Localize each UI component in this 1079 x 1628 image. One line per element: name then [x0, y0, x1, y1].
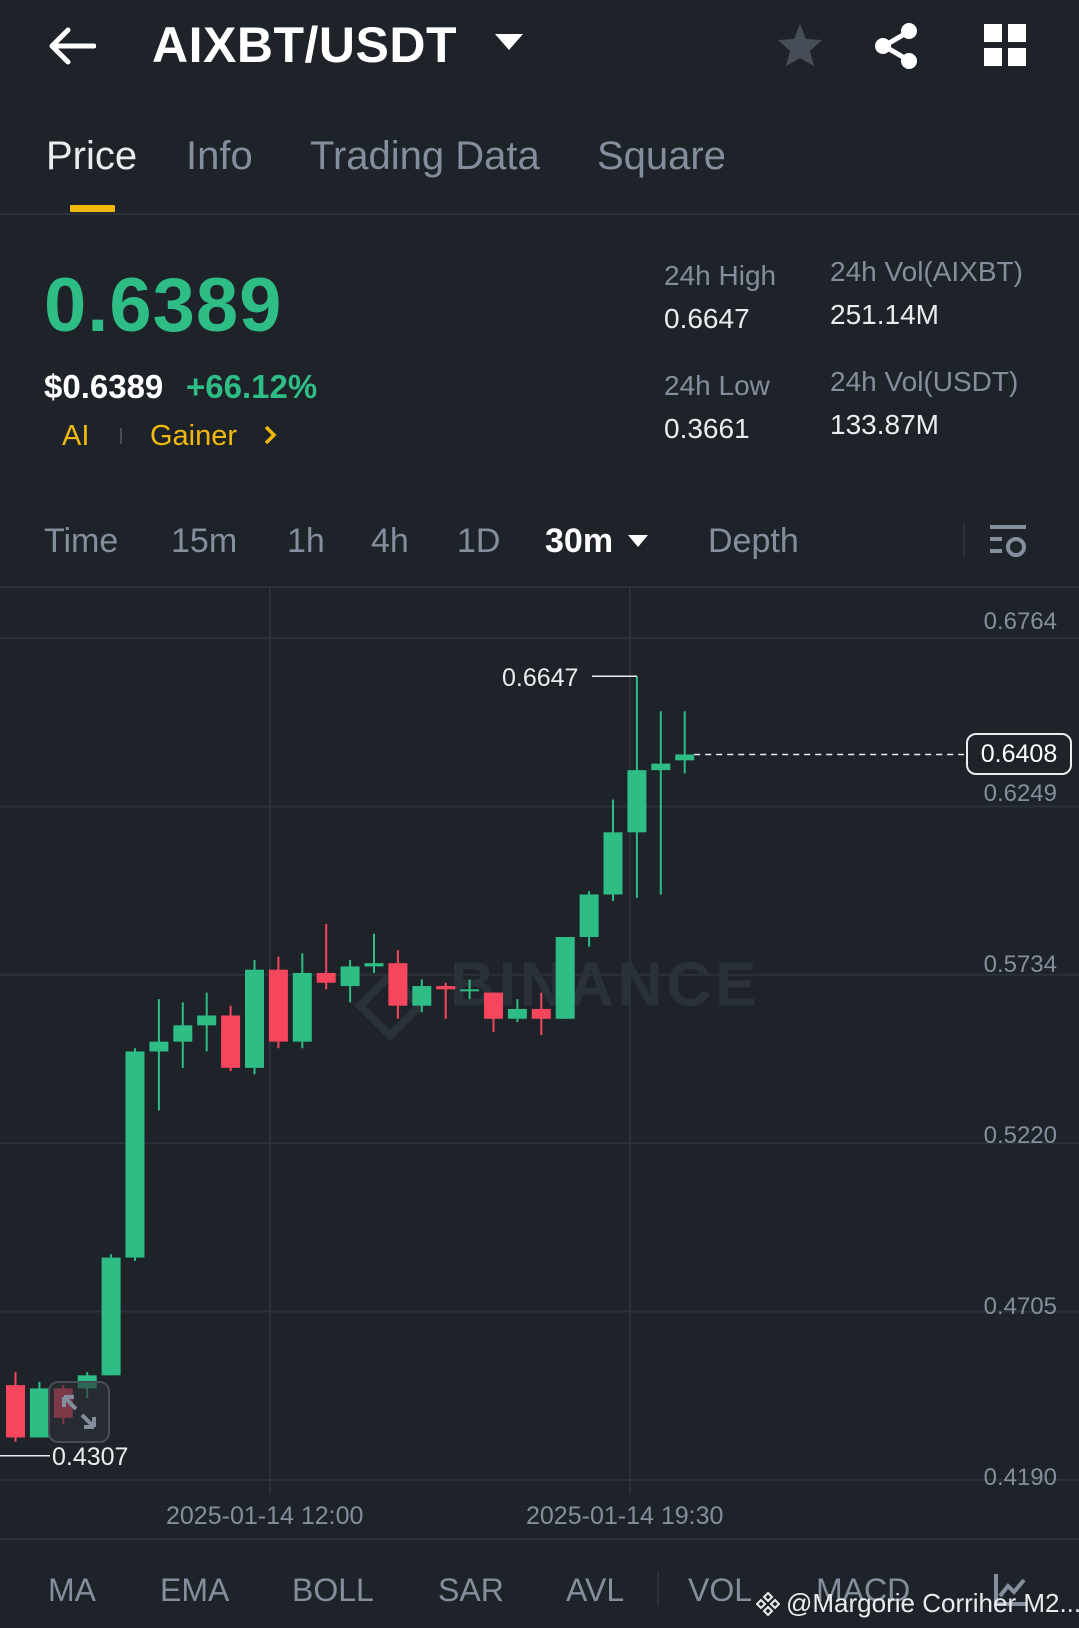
current-price-tag: 0.6408	[966, 733, 1072, 775]
high-label: 24h High	[664, 260, 777, 291]
price-change: +66.12%	[186, 368, 318, 405]
low-marker-label: 0.4307	[52, 1443, 129, 1471]
interval-dropdown-icon[interactable]	[628, 535, 648, 547]
chevron-right-icon[interactable]	[262, 424, 278, 446]
candle-body	[101, 1257, 121, 1376]
vol-quote-value: 133.87M	[830, 409, 939, 440]
y-tick-label: 0.4190	[983, 1464, 1057, 1491]
vol-quote-label: 24h Vol(USDT)	[830, 366, 1019, 397]
candle-body	[268, 969, 288, 1042]
back-arrow-icon[interactable]	[48, 26, 97, 66]
candle-body	[340, 966, 360, 987]
candle-body	[125, 1051, 145, 1258]
x-tick-label: 2025-01-14 12:00	[166, 1502, 364, 1530]
tab-trading-data[interactable]: Trading Data	[310, 134, 540, 178]
last-price: 0.6389	[44, 263, 283, 348]
tag-ai[interactable]: AI	[62, 420, 90, 452]
high-value: 0.6647	[664, 303, 750, 334]
tab-square[interactable]: Square	[597, 134, 726, 178]
candle-body	[364, 963, 384, 967]
vol-base-label: 24h Vol(AIXBT)	[830, 256, 1023, 287]
expand-chart-icon[interactable]	[48, 1381, 110, 1443]
tab-price[interactable]: Price	[46, 134, 138, 178]
tag-separator	[120, 428, 122, 444]
candle-body	[221, 1015, 241, 1068]
candle-body	[507, 1008, 527, 1019]
indicator-sar[interactable]: SAR	[438, 1572, 504, 1608]
indicator-boll[interactable]: BOLL	[292, 1572, 374, 1608]
usd-price: $0.6389	[44, 368, 164, 405]
candle-body	[460, 989, 480, 992]
interval-separator	[963, 522, 965, 556]
tab-info[interactable]: Info	[186, 134, 253, 178]
pair-title[interactable]: AIXBT/USDT	[152, 17, 457, 73]
indicator-vol[interactable]: VOL	[688, 1572, 753, 1608]
candle-body	[292, 972, 312, 1042]
candle-body	[555, 936, 575, 1019]
star-icon[interactable]	[776, 22, 824, 68]
grid-icon[interactable]	[984, 24, 1026, 66]
candle-body	[412, 986, 432, 1006]
candle-body	[484, 992, 503, 1019]
indicator-avl[interactable]: AVL	[566, 1572, 625, 1608]
indicator-ema[interactable]: EMA	[160, 1572, 230, 1608]
candle-body	[29, 1388, 49, 1438]
x-tick-label: 2025-01-14 19:30	[526, 1502, 724, 1530]
binance-logo-icon	[755, 1591, 781, 1617]
candle-body	[603, 832, 623, 895]
candle-body	[245, 969, 264, 1068]
interval-1h[interactable]: 1h	[287, 522, 325, 560]
y-tick-label: 0.6249	[983, 780, 1057, 807]
high-marker-label: 0.6647	[502, 664, 579, 692]
candle-body	[675, 754, 695, 761]
indicator-ma[interactable]: MA	[48, 1572, 96, 1608]
candle-body	[388, 963, 408, 1006]
candle-body	[531, 1008, 551, 1019]
chart-settings-icon[interactable]	[988, 522, 1028, 560]
candle-body	[197, 1015, 217, 1026]
candle-body	[173, 1025, 193, 1042]
candle-body	[316, 972, 336, 983]
active-tab-indicator	[70, 205, 115, 212]
interval-1d[interactable]: 1D	[457, 522, 501, 560]
vol-base-value: 251.14M	[830, 299, 939, 330]
low-value: 0.3661	[664, 413, 750, 444]
chart-watermark-logo	[354, 970, 426, 1042]
y-tick-label: 0.6764	[983, 608, 1057, 635]
tag-gainer[interactable]: Gainer	[150, 420, 238, 452]
indicator-divider	[0, 1538, 1079, 1540]
indicator-macd[interactable]: MACD	[816, 1572, 911, 1608]
interval-30m[interactable]: 30m	[545, 522, 614, 560]
pair-dropdown-icon[interactable]	[495, 34, 523, 50]
interval-4h[interactable]: 4h	[371, 522, 409, 560]
candle-body	[651, 763, 671, 771]
share-icon[interactable]	[872, 22, 920, 70]
chart-top-divider	[0, 586, 1079, 588]
tabs-divider	[0, 213, 1079, 215]
candle-body	[627, 770, 647, 833]
indicator-settings-icon[interactable]	[992, 1572, 1028, 1608]
y-tick-label: 0.5220	[983, 1122, 1057, 1149]
y-tick-label: 0.5734	[983, 951, 1057, 978]
y-tick-label: 0.4705	[983, 1293, 1057, 1320]
candlestick-chart[interactable]: BINANCE	[0, 588, 1079, 1494]
candle-body	[149, 1041, 169, 1052]
interval-15m[interactable]: 15m	[171, 522, 238, 560]
candle-body	[579, 894, 599, 937]
interval-depth[interactable]: Depth	[708, 522, 799, 560]
user-watermark: @Margorie Corriher M2...	[786, 1588, 1079, 1618]
candle-body	[436, 986, 456, 990]
indicator-separator	[657, 1572, 659, 1606]
interval-time[interactable]: Time	[44, 522, 119, 560]
low-label: 24h Low	[664, 370, 770, 401]
candle-body	[6, 1385, 25, 1438]
